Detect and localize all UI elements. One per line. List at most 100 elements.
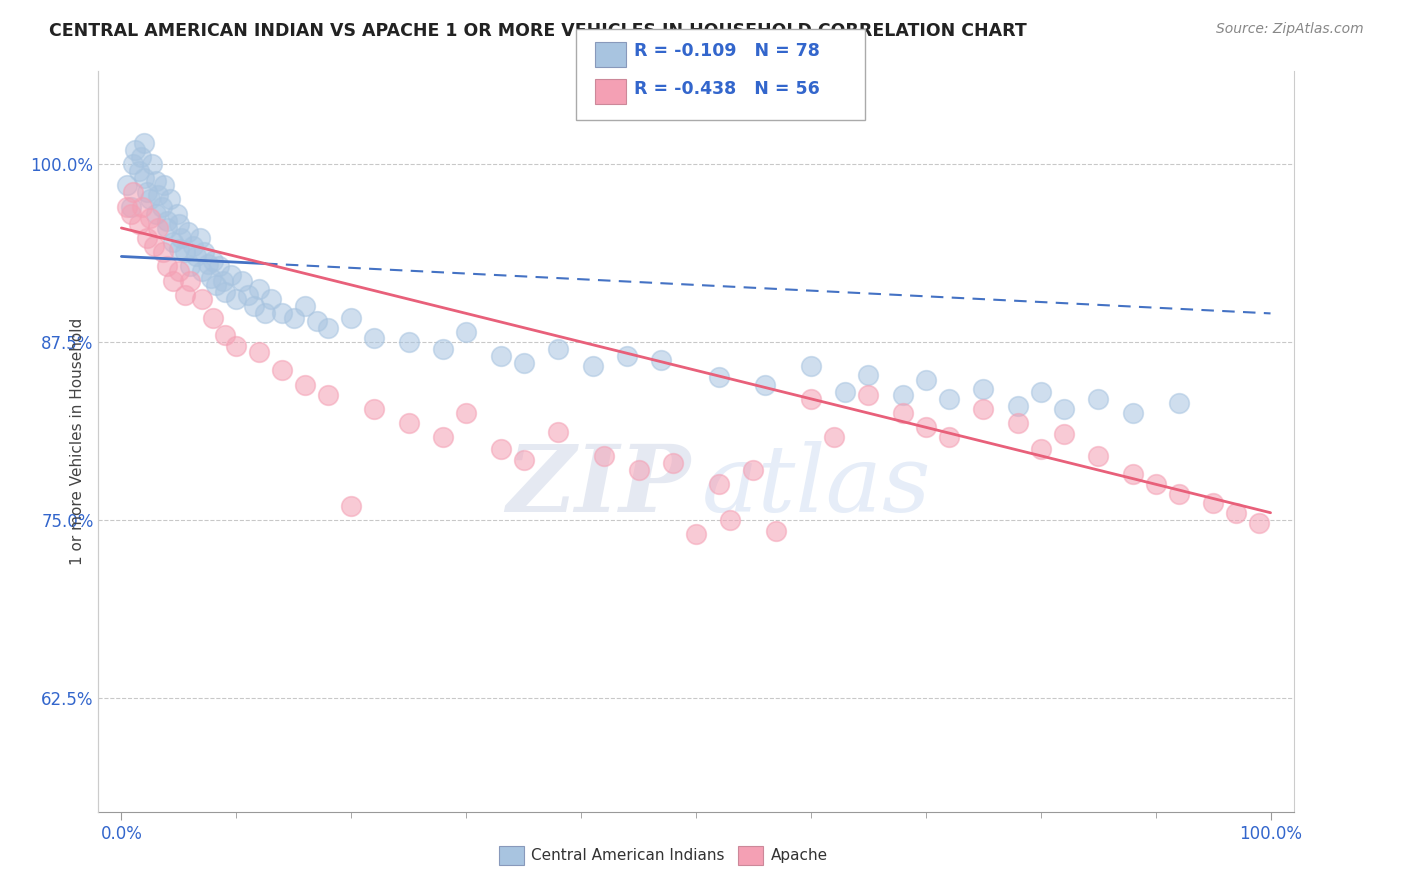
Point [145, 174, 167, 188]
Point [177, 225, 200, 239]
Point [156, 214, 179, 228]
Point [489, 349, 512, 363]
Point [271, 306, 294, 320]
Point [202, 253, 225, 268]
Point [720, 513, 742, 527]
Point [294, 377, 316, 392]
Point [685, 527, 707, 541]
Point [139, 193, 162, 207]
Text: CENTRAL AMERICAN INDIAN VS APACHE 1 OR MORE VEHICLES IN HOUSEHOLD CORRELATION CH: CENTRAL AMERICAN INDIAN VS APACHE 1 OR M… [49, 22, 1026, 40]
Point [742, 463, 765, 477]
Y-axis label: 1 or more Vehicles in Household: 1 or more Vehicles in Household [69, 318, 84, 566]
Point [305, 313, 328, 327]
Point [156, 221, 179, 235]
Point [340, 499, 363, 513]
Point [1122, 406, 1144, 420]
Point [456, 406, 478, 420]
Point [173, 245, 195, 260]
Point [398, 416, 420, 430]
Text: Apache: Apache [770, 848, 828, 863]
Point [142, 239, 165, 253]
Point [134, 136, 156, 150]
Point [145, 207, 167, 221]
Point [170, 231, 193, 245]
Point [122, 157, 145, 171]
Point [167, 217, 190, 231]
Point [891, 387, 914, 401]
Point [363, 330, 385, 344]
Point [1247, 516, 1270, 530]
Point [858, 368, 880, 382]
Point [188, 231, 211, 245]
Point [204, 277, 226, 292]
Point [1167, 396, 1189, 410]
Point [181, 239, 204, 253]
Point [211, 274, 233, 288]
Point [139, 211, 162, 225]
Point [134, 171, 156, 186]
Point [800, 392, 823, 406]
Point [214, 285, 236, 299]
Point [1122, 467, 1144, 482]
Point [512, 453, 534, 467]
Point [914, 420, 936, 434]
Point [834, 384, 856, 399]
Point [1144, 477, 1167, 491]
Point [891, 406, 914, 420]
Point [547, 425, 569, 439]
Point [512, 356, 534, 370]
Point [247, 344, 270, 359]
Point [128, 164, 150, 178]
Point [707, 477, 730, 491]
Point [650, 353, 672, 368]
Point [800, 359, 823, 373]
Point [225, 339, 247, 353]
Point [247, 282, 270, 296]
Point [627, 463, 650, 477]
Point [236, 288, 259, 302]
Point [122, 186, 145, 200]
Point [616, 349, 638, 363]
Point [662, 456, 685, 470]
Point [202, 310, 225, 325]
Point [254, 306, 277, 320]
Point [191, 292, 214, 306]
Text: R = -0.109   N = 78: R = -0.109 N = 78 [634, 42, 820, 60]
Point [593, 449, 616, 463]
Text: R = -0.438   N = 56: R = -0.438 N = 56 [634, 80, 820, 98]
Point [148, 188, 170, 202]
Point [191, 263, 214, 277]
Point [135, 231, 157, 245]
Point [173, 288, 195, 302]
Point [131, 200, 153, 214]
Point [363, 401, 385, 416]
Point [1087, 392, 1109, 406]
Point [489, 442, 512, 456]
Point [823, 430, 845, 444]
Point [120, 200, 142, 214]
Point [219, 268, 242, 282]
Point [432, 342, 454, 356]
Text: atlas: atlas [702, 441, 931, 531]
Point [231, 274, 253, 288]
Point [1007, 399, 1029, 413]
Point [260, 292, 283, 306]
Point [1167, 487, 1189, 501]
Point [316, 387, 339, 401]
Point [707, 370, 730, 384]
Point [972, 401, 994, 416]
Point [1202, 496, 1225, 510]
Point [162, 235, 184, 250]
Point [166, 207, 188, 221]
Point [135, 186, 157, 200]
Point [141, 157, 163, 171]
Point [129, 150, 152, 164]
Point [120, 207, 142, 221]
Point [148, 221, 170, 235]
Point [153, 178, 176, 193]
Point [432, 430, 454, 444]
Point [765, 524, 787, 539]
Point [128, 217, 150, 231]
Point [294, 299, 316, 313]
Point [1007, 416, 1029, 430]
